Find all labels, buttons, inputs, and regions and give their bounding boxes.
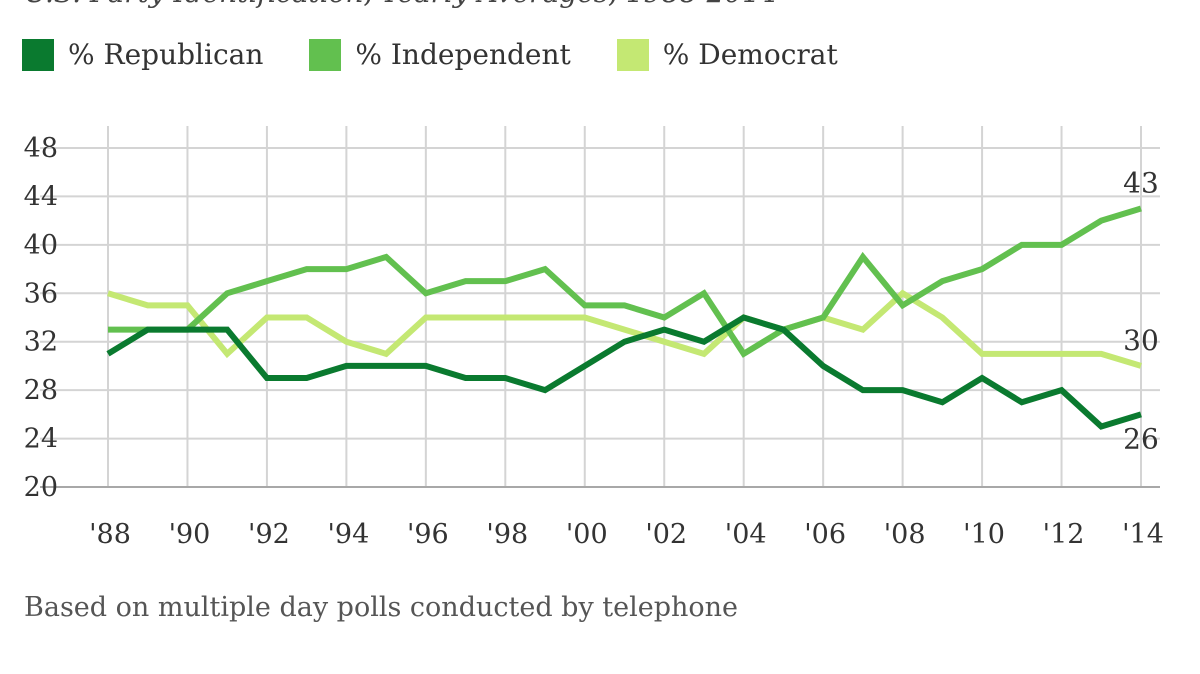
legend-swatch-republican [22, 38, 54, 71]
x-tick-label: '96 [407, 519, 449, 550]
end-label-democrat: 30 [1123, 324, 1159, 357]
x-tick-label: '10 [963, 519, 1005, 550]
x-tick-label: '04 [725, 519, 767, 550]
footnote: Based on multiple day polls conducted by… [24, 592, 739, 623]
y-tick-label: 20 [24, 472, 58, 503]
legend-item-republican: % Republican [22, 38, 263, 71]
y-tick-label: 28 [24, 375, 58, 406]
series-line-independent [108, 205, 1142, 358]
x-tick-label: '94 [327, 519, 369, 550]
x-tick-label: '00 [566, 519, 608, 550]
y-tick-label: 44 [24, 181, 58, 212]
legend-swatch-democrat [616, 38, 649, 71]
end-label-republican: 26 [1123, 422, 1159, 455]
x-tick-label: '14 [1122, 519, 1164, 550]
legend-label-independent: % Independent [355, 38, 571, 71]
legend-swatch-independent [309, 38, 342, 71]
y-tick-label: 40 [24, 230, 58, 261]
legend-item-democrat: % Democrat [616, 38, 838, 71]
x-tick-label: '08 [884, 519, 926, 550]
y-tick-label: 36 [24, 278, 58, 309]
x-tick-label: '90 [169, 519, 211, 550]
y-tick-label: 24 [24, 424, 58, 455]
x-tick-label: '12 [1043, 519, 1085, 550]
series-line-democrat [107, 289, 1142, 369]
legend-item-independent: % Independent [309, 38, 571, 71]
chart-title: U.S. Party Identification, Yearly Averag… [24, 0, 778, 9]
x-tick-label: '88 [89, 519, 131, 550]
x-tick-label: '92 [248, 519, 290, 550]
y-tick-label: 48 [24, 133, 58, 164]
y-tick-label: 32 [24, 327, 58, 358]
legend-label-republican: % Republican [68, 38, 264, 71]
x-tick-label: '06 [804, 519, 846, 550]
legend: % Republican % Independent % Democrat [22, 38, 884, 71]
x-tick-label: '02 [645, 519, 687, 550]
x-tick-label: '98 [486, 519, 528, 550]
legend-label-democrat: % Democrat [662, 38, 838, 71]
series-line-republican [106, 314, 1142, 430]
end-label-independent: 43 [1123, 167, 1159, 200]
